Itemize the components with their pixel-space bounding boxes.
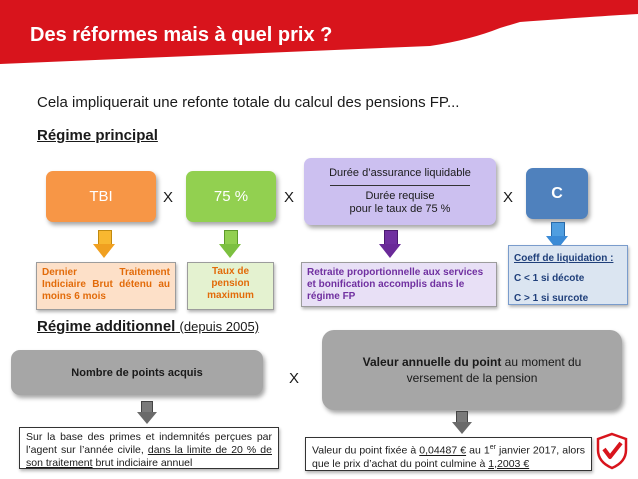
point-value-rest: au moment du versement de la pension [406, 355, 582, 385]
multiply-sign-2: X [284, 189, 295, 206]
subtitle: Cela impliquerait une refonte totale du … [37, 94, 460, 111]
points-label: Nombre de points acquis [71, 366, 203, 379]
duration-description: Retraite proportionnelle aux services et… [301, 262, 497, 307]
point-value-bold: Valeur annuelle du point [362, 355, 502, 369]
header-band [0, 0, 638, 64]
arrow-down-icon [219, 230, 241, 260]
coefficient-discount: C < 1 si décote [514, 273, 585, 284]
tbi-label: TBI [89, 188, 113, 205]
multiply-sign-4: X [289, 370, 300, 387]
duration-numerator: Durée d’assurance liquidable [329, 167, 471, 179]
rate-box: 75 % [186, 171, 276, 222]
fraction-bar [330, 185, 470, 186]
page-title: Des réformes mais à quel prix ? [30, 24, 333, 46]
point-value-box: Valeur annuelle du point au moment du ve… [322, 330, 622, 410]
point-value-note-sup: er [489, 444, 496, 451]
point-value-note-value-1: 0,04487 € [419, 444, 467, 457]
coefficient-surcharge: C > 1 si surcote [514, 293, 589, 304]
point-value-note-text-1: Valeur du point fixée à [312, 444, 420, 457]
section-heading-additionnel: Régime additionnel (depuis 2005) [37, 318, 259, 335]
section-heading-additionnel-label: Régime additionnel [37, 318, 176, 335]
shield-checkmark-logo-icon [595, 432, 629, 470]
points-note: Sur la base des primes et indemnités per… [19, 427, 279, 469]
section-heading-additionnel-note: (depuis 2005) [179, 319, 260, 334]
coefficient-box: C [526, 168, 588, 219]
arrow-down-icon [93, 230, 115, 260]
point-value-note-text-2: au 1 [466, 444, 490, 457]
duration-fraction-box: Durée d’assurance liquidable Durée requi… [304, 158, 496, 225]
multiply-sign-3: X [503, 189, 514, 206]
rate-description-line2: pension [211, 278, 250, 289]
coefficient-description: Coeff de liquidation : C < 1 si décote C… [508, 245, 628, 305]
duration-denominator-line1: Durée requise [365, 190, 435, 202]
rate-label: 75 % [213, 188, 249, 205]
coefficient-label: C [551, 184, 563, 202]
points-box: Nombre de points acquis [11, 350, 263, 395]
arrow-down-icon [452, 411, 472, 435]
rate-description-line1: Taux de [211, 266, 250, 277]
points-note-underlined: dans la limite de 20 % de son traitement [26, 444, 272, 469]
rate-description: Taux de pension maximum [187, 262, 274, 310]
section-heading-principal: Régime principal [37, 127, 158, 144]
tbi-box: TBI [46, 171, 156, 222]
arrow-down-icon [137, 401, 157, 425]
point-value-note-text-3: janvier 2017, alors que le prix d’achat … [312, 444, 586, 470]
points-note-text-1: Sur la base des primes et indemnités per… [26, 431, 272, 456]
duration-denominator-line2: pour le taux de 75 % [349, 203, 451, 215]
multiply-sign-1: X [163, 189, 174, 206]
arrow-down-icon [379, 230, 401, 260]
tbi-description: Dernier Traitement Indiciaire Brut déten… [36, 262, 176, 310]
header-band-shape [0, 0, 638, 64]
coefficient-title: Coeff de liquidation : [514, 253, 614, 264]
points-note-text-2: brut indiciaire annuel [92, 457, 193, 469]
point-value-note: Valeur du point fixée à 0,04487 € au 1er… [305, 437, 592, 471]
rate-description-line3: maximum [207, 290, 254, 301]
point-value-note-value-2: 1,2003 € [488, 457, 530, 470]
